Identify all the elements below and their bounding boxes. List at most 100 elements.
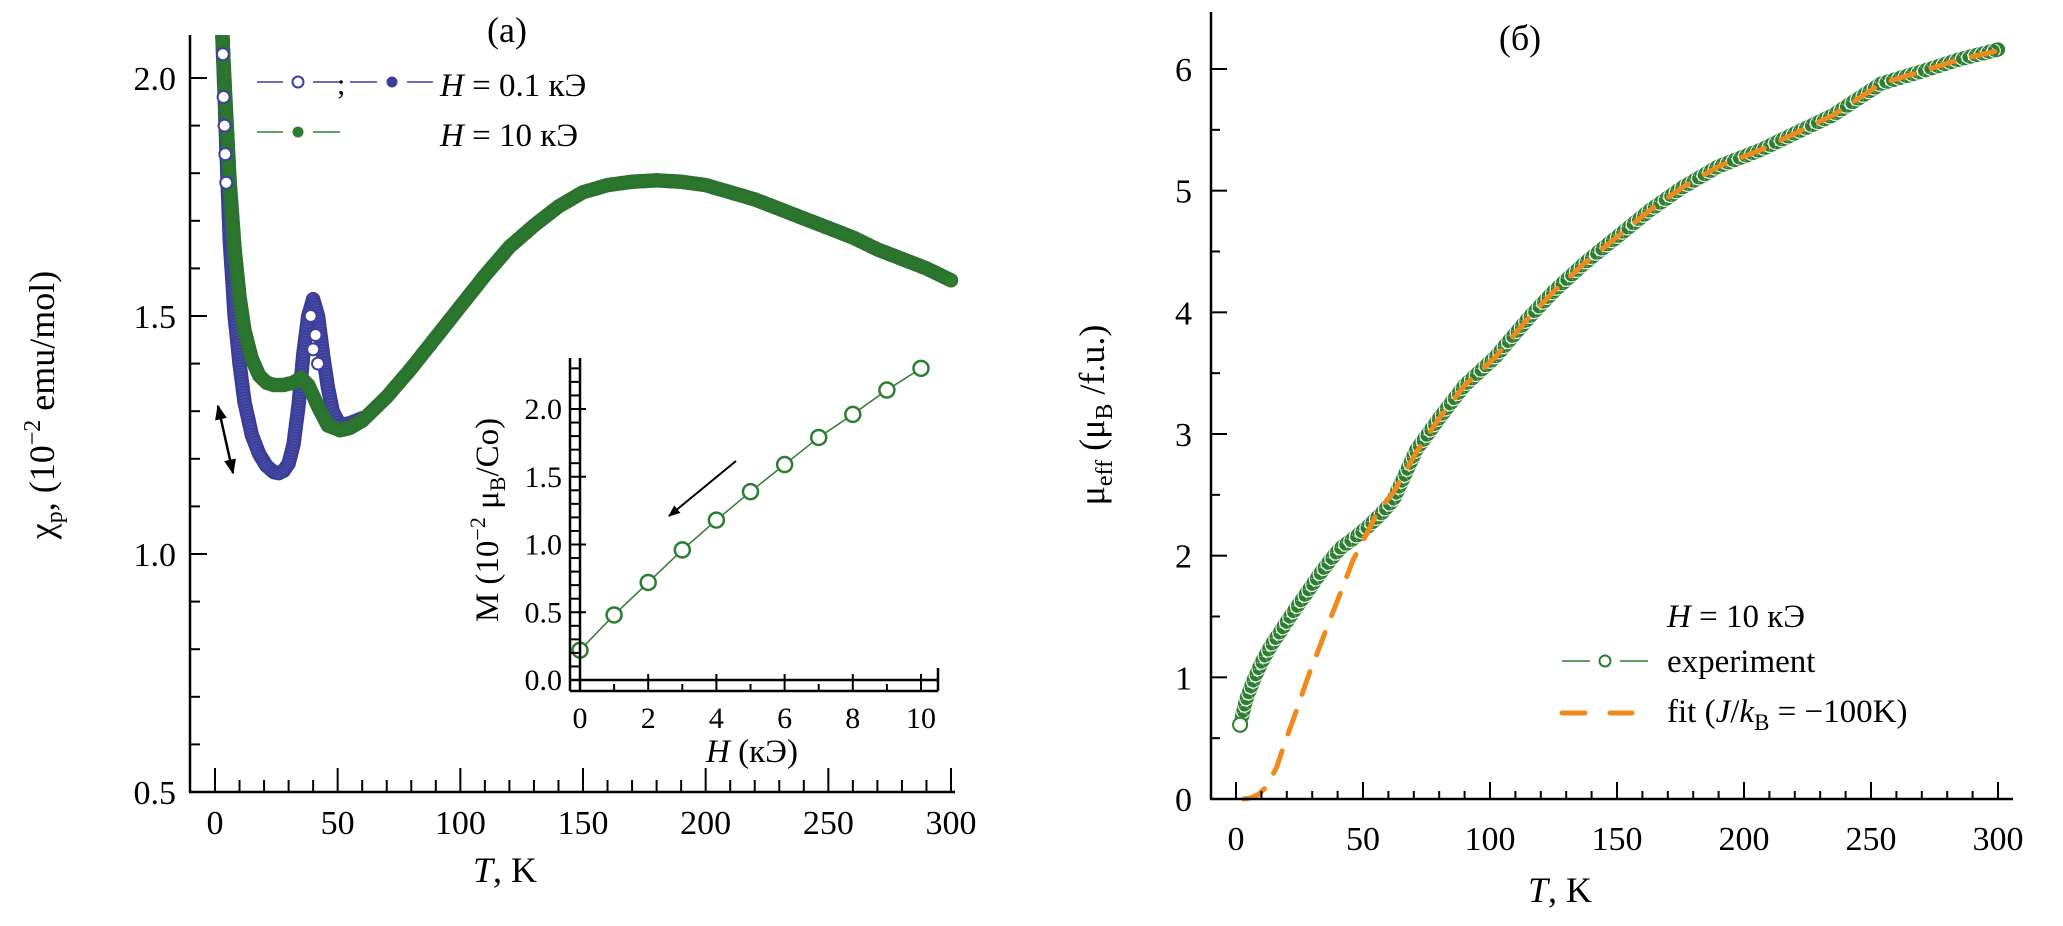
legend-label: H = 0.1 кЭ [439,68,586,104]
open-circle-marker-icon [291,75,305,89]
inset-data-point [707,511,726,529]
legend-separator: ; [337,68,345,101]
open-circle-marker-icon [1598,654,1612,668]
inset-x-axis-label: H (кЭ) [705,734,798,770]
y-tick-label: 3 [1175,417,1192,454]
panel-b-label: (б) [1499,18,1541,58]
open-data-point [216,90,231,105]
legend-label: H = 10 кЭ [439,118,578,154]
panel-b-y-axis-label: μeff (μB /f.u.) [1072,325,1118,506]
x-tick-label: 0 [207,805,224,842]
legend-entry-fit: fit (J/kB = −100K) [1559,694,1907,735]
y-tick-label: 5 [1175,174,1192,211]
inset-y-tick-label: 0.0 [525,664,563,697]
legend-title: H = 10 кЭ [1666,599,1805,635]
inset-data-point [741,482,760,501]
inset-data-point [605,606,623,624]
panel-b-legend: H = 10 кЭ experiment fit (J/kB = −100K) [1559,599,1907,735]
x-tick-label: 300 [1973,821,2024,858]
panel-a-inset: 0 2 4 6 8 10 0.0 0.5 1.0 1.5 2.0 H (кЭ) M (10−2 μB… [465,358,940,770]
open-data-point [215,47,230,62]
legend-label: experiment [1667,644,1815,680]
inset-y-tick-label: 2.0 [525,393,563,426]
x-tick-label: 250 [1846,821,1897,858]
panel-a-data [215,35,959,481]
x-tick-label: 100 [435,805,486,842]
data-point [1990,42,2006,57]
open-data-point [218,147,233,162]
inset-x-tick-label: 2 [641,702,656,735]
y-tick-label: 1 [1175,660,1192,697]
y-tick-label: 1.0 [134,537,177,574]
inset-data-point [673,541,692,559]
data-point [943,273,959,288]
x-tick-label: 200 [1719,821,1770,858]
data-point [1338,537,1353,552]
inset-x-tick-label: 10 [906,702,936,735]
x-tick-label: 250 [803,805,854,842]
inset-y-axis-label: M (10−2 μB/Co) [465,418,510,622]
inset-x-tick-label: 4 [709,702,724,735]
open-data-point [217,118,232,133]
x-tick-label: 300 [926,805,977,842]
legend-label: fit (J/kB = −100K) [1667,694,1907,735]
panel-a-legend: ; H = 0.1 кЭ H = 10 кЭ [257,68,586,154]
panel-b-x-axis-label: T, K [1528,870,1592,910]
legend-entry-experiment: experiment [1562,644,1815,680]
x-tick-label: 100 [1465,821,1516,858]
open-data-point [311,356,326,371]
data-point [1637,207,1652,222]
inset-data-point [912,359,930,378]
inset-background [570,358,940,691]
x-tick-label: 150 [1592,821,1643,858]
y-tick-label: 0 [1175,782,1192,819]
series-experiment [1232,42,2006,733]
x-tick-label: 50 [1346,821,1380,858]
panel-a-x-axis-label: T, K [473,850,537,890]
data-point [1639,205,1654,221]
inset-y-tick-label: 0.5 [525,596,563,629]
panel-a-y-axis-label: χp, (10−2 emu/mol) [20,271,68,541]
x-tick-label: 200 [680,805,731,842]
panel-b-ticks: 0 50 100 150 200 250 300 0 1 2 3 4 5 6 [1175,52,2024,858]
inset-data-point [809,428,828,447]
open-data-point [308,328,323,343]
y-tick-label: 2 [1175,539,1192,576]
double-arrow-icon [215,404,236,475]
x-tick-label: 0 [1228,821,1245,858]
x-tick-label: 150 [558,805,609,842]
open-data-point [219,175,234,190]
first-data-point [1232,716,1249,733]
series-fit [1241,48,2001,802]
panel-b-data [1232,42,2006,802]
inset-data-point [878,381,896,399]
x-tick-label: 50 [321,805,355,842]
y-tick-label: 0.5 [134,775,177,812]
inset-ticks: 0 2 4 6 8 10 0.0 0.5 1.0 1.5 2.0 [525,367,936,735]
inset-y-tick-label: 1.0 [525,529,563,562]
open-data-point [306,342,321,357]
data-point [1339,536,1355,551]
inset-x-tick-label: 6 [777,702,792,735]
inset-x-tick-label: 0 [573,702,588,735]
y-tick-label: 4 [1175,295,1192,332]
series-h-10 [215,35,959,438]
inset-x-tick-label: 8 [845,702,860,735]
filled-circle-marker-icon [292,126,304,138]
y-tick-label: 6 [1175,52,1192,89]
filled-circle-marker-icon [386,76,398,88]
panel-a-label: (a) [487,10,527,50]
inset-y-tick-label: 1.5 [525,461,563,494]
experiment-band [1233,42,2005,732]
legend-entry-h-0.1: ; H = 0.1 кЭ [257,68,586,104]
inset-data [571,359,930,659]
panel-b: (б) 0 50 100 150 200 250 300 0 1 2 3 4 5 6 T, K μeff … [1072,12,2024,910]
legend-entry-h-10: H = 10 кЭ [257,118,578,154]
inset-data-point [639,573,657,592]
inset-data-point [844,405,862,424]
open-data-point [303,309,318,323]
inset-data-point [775,455,794,474]
arrow-icon [668,460,737,517]
